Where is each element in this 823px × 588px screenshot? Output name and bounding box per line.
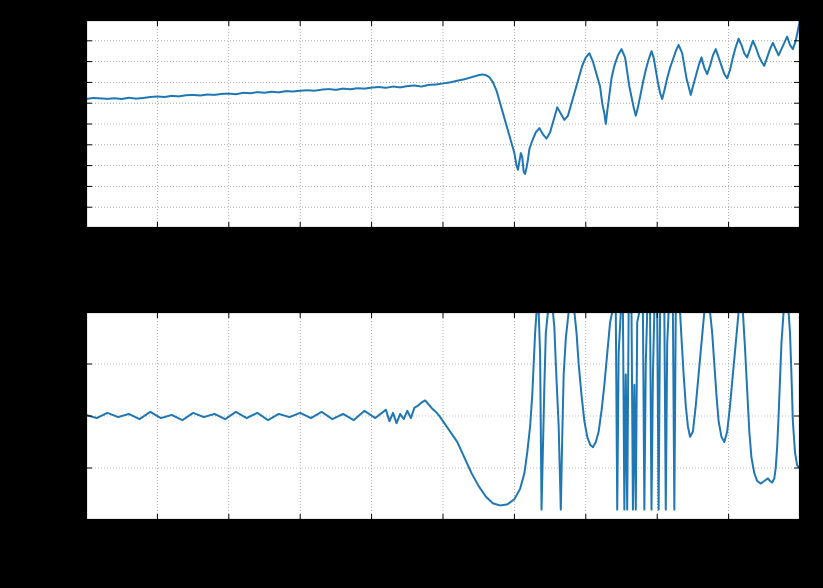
chart-panel-top <box>86 20 800 228</box>
chart-svg-top <box>86 20 800 228</box>
grid <box>86 20 800 228</box>
chart-panel-bottom <box>86 312 800 520</box>
grid <box>86 312 800 520</box>
chart-svg-bottom <box>86 312 800 520</box>
data-series-bottom <box>86 312 800 510</box>
data-series-top <box>86 20 800 174</box>
